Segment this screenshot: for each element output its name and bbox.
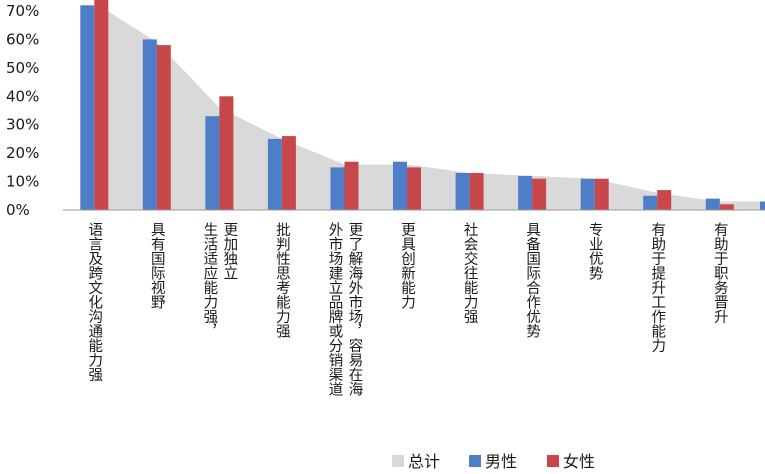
category-label: 具备国际合作优势	[524, 222, 540, 339]
bar-female	[532, 178, 547, 210]
category-label: 更加独立	[221, 222, 237, 280]
y-tick-label: 20%	[6, 144, 39, 162]
bar-male	[393, 161, 407, 210]
bar-female	[594, 178, 609, 210]
category-label: 语言及跨文化沟通能力强	[86, 222, 102, 382]
legend-label: 总计	[408, 452, 440, 471]
category-label: 社会交往能力强	[462, 222, 478, 324]
bar-male	[580, 178, 595, 210]
category-label: 有助于职务晋升	[712, 222, 728, 324]
category-label: 外市场建立品牌或分销渠道	[327, 222, 343, 397]
y-tick-label: 40%	[6, 87, 39, 105]
bar-male	[455, 173, 470, 210]
bar-male	[80, 5, 95, 210]
category-label: 具有国际视野	[149, 222, 165, 309]
bar-female	[156, 45, 171, 210]
legend-label: 女性	[563, 452, 595, 471]
category-label: 生活适应能力强，	[201, 222, 217, 338]
bar-female	[219, 96, 234, 210]
category-label: 批判性思考能力强	[274, 222, 290, 339]
bar-female	[657, 190, 672, 210]
legend-label: 男性	[485, 452, 517, 471]
bar-female	[94, 0, 109, 210]
category-label: 专业优势	[587, 222, 603, 282]
y-tick-label: 0%	[6, 201, 30, 219]
legend-swatch	[469, 455, 481, 467]
bar-female	[407, 167, 421, 210]
bar-female	[469, 173, 484, 210]
bar-male	[518, 175, 533, 210]
legend-swatch	[547, 455, 559, 467]
y-tick-label: 30%	[6, 116, 39, 134]
y-tick-label: 50%	[6, 59, 39, 77]
bar-female	[344, 161, 359, 210]
bar-male	[205, 116, 220, 210]
area-total	[94, 2, 765, 210]
y-tick-label: 60%	[6, 30, 39, 48]
bar-male	[705, 198, 720, 210]
bar-male	[643, 195, 658, 210]
bar-male	[330, 167, 345, 210]
category-label: 更具创新能力	[399, 222, 415, 310]
category-label: 更了解海外市场，容易在海	[347, 222, 363, 396]
bar-male	[142, 39, 157, 211]
bar-female	[281, 136, 296, 210]
bar-male	[267, 138, 282, 210]
bar-female	[719, 204, 734, 210]
bar-male-trailing	[760, 201, 765, 210]
category-label: 有助于提升工作能力	[649, 222, 665, 354]
legend-swatch	[392, 455, 404, 467]
y-tick-label: 70%	[6, 2, 39, 20]
y-tick-label: 10%	[6, 173, 39, 191]
